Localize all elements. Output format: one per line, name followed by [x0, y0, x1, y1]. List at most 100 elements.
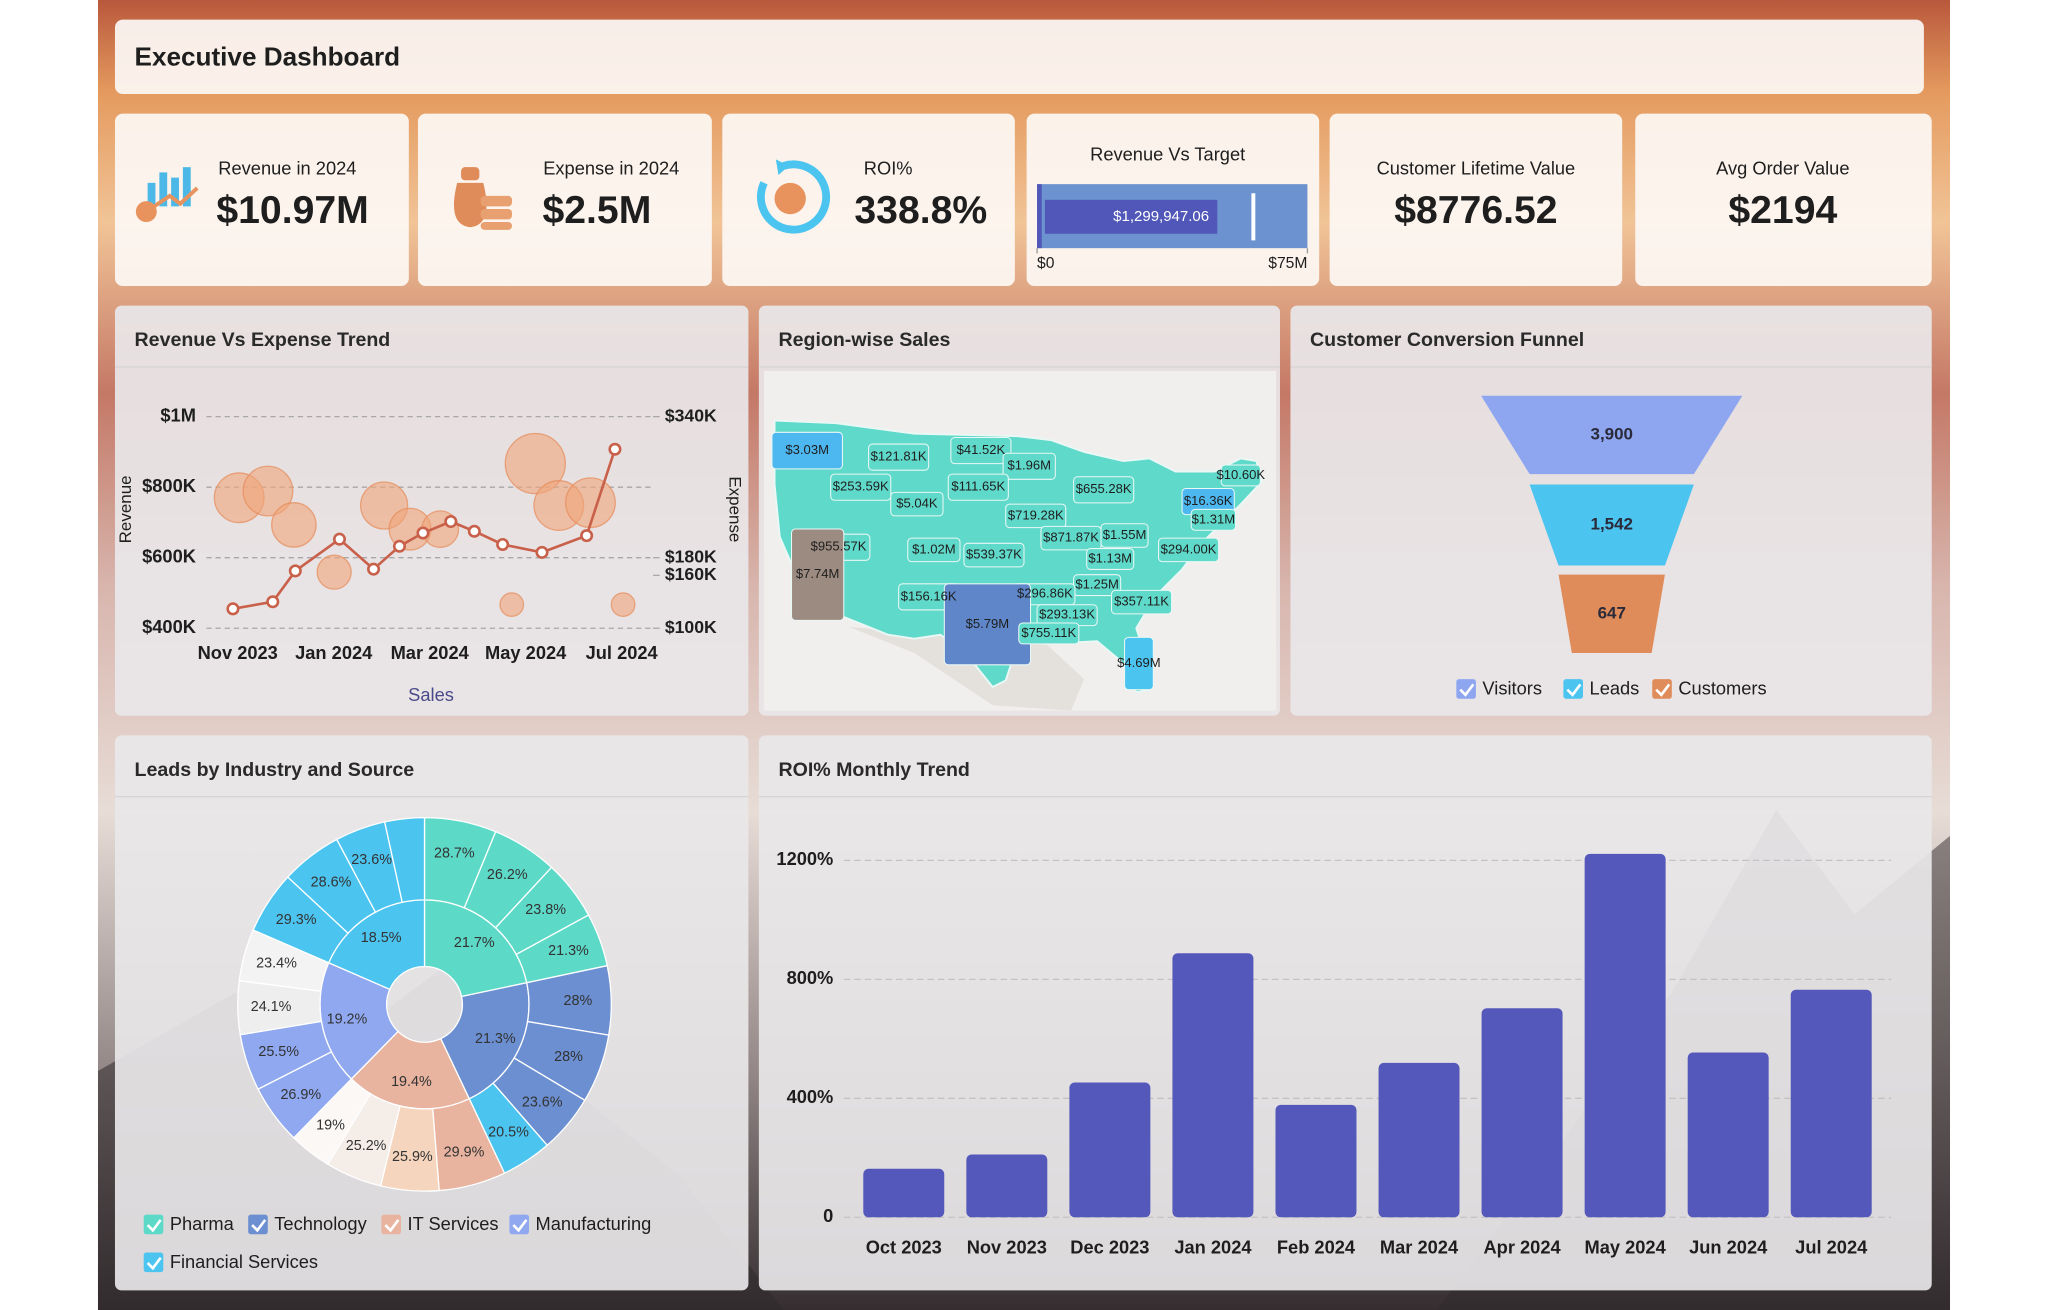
x-tick-label: Apr 2024 [1483, 1236, 1561, 1257]
region-label: $156.16K [901, 588, 957, 603]
bar [863, 1168, 945, 1218]
outer-label: 24.1% [251, 999, 292, 1015]
outer-label: 26.9% [280, 1087, 321, 1103]
line-marker [444, 515, 458, 529]
region [1005, 503, 1067, 529]
gauge-chip [1044, 199, 1218, 234]
inner-label: 19.2% [327, 1011, 368, 1027]
outer-label: 23.8% [525, 902, 566, 918]
expense-icon [453, 167, 513, 230]
region-label: $293.13K [1039, 607, 1095, 622]
kpi-label: Expense in 2024 [543, 158, 679, 179]
legend-swatch [381, 1214, 401, 1235]
region [771, 431, 843, 470]
region [1190, 508, 1237, 531]
region-label: $294.00K [1161, 541, 1217, 556]
y2-tick-label: $340K [665, 405, 717, 425]
region-label: $1.31M [1192, 511, 1236, 526]
region [1073, 476, 1135, 504]
line-marker [535, 545, 549, 559]
region-label: $655.28K [1076, 481, 1132, 496]
region [963, 542, 1025, 568]
gauge-value-label: $1,299,947.06 [1113, 208, 1209, 225]
region-label: $41.52K [957, 442, 1006, 457]
x-axis-title: Sales [408, 684, 454, 705]
region-label: $4.69M [1117, 655, 1161, 670]
line-marker [608, 442, 622, 456]
region-label: $539.37K [966, 547, 1022, 562]
panel-title: Customer Conversion Funnel [1310, 329, 1584, 351]
line-marker [226, 602, 240, 616]
outer-label: 28.6% [311, 874, 352, 890]
region [790, 528, 845, 621]
x-tick-label: Nov 2023 [967, 1236, 1047, 1257]
outer-label: 19% [316, 1117, 345, 1133]
line-marker [392, 539, 406, 553]
outer-label: 23.4% [256, 955, 297, 971]
gauge-title: Revenue Vs Target [1090, 143, 1245, 164]
region [1002, 452, 1056, 480]
legend-check [251, 1219, 267, 1233]
gauge-tick-label: $0 [1037, 255, 1055, 272]
x-tick-label: Jan 2024 [1174, 1236, 1252, 1257]
x-tick-label: Jul 2024 [1795, 1236, 1868, 1257]
legend-label: IT Services [408, 1213, 499, 1234]
x-tick-label: Jan 2024 [295, 642, 373, 663]
funnel-segment [1529, 484, 1694, 566]
panel-title: Leads by Industry and Source [135, 759, 415, 781]
x-tick-label: May 2024 [485, 642, 567, 663]
line-marker [580, 529, 594, 543]
x-tick-label: Mar 2024 [391, 642, 470, 663]
inner-label: 21.7% [454, 935, 495, 951]
y-tick-label: 0 [823, 1205, 833, 1226]
kpi-value: $2.5M [542, 189, 651, 232]
legend-check [1566, 683, 1582, 697]
legend-check [512, 1219, 528, 1233]
region [1158, 537, 1220, 563]
outer-segment [383, 816, 426, 904]
y2-tick-label: $100K [665, 617, 717, 637]
panel-dividers [114, 366, 1932, 798]
y-tick-label: $400K [142, 616, 197, 637]
legend-label: Technology [274, 1213, 367, 1234]
region-label: $5.79M [966, 616, 1010, 631]
legend-check [146, 1256, 162, 1271]
y2-tick-label: $180K [665, 546, 717, 566]
x-tick-label: Jun 2024 [1689, 1236, 1768, 1257]
region-label: $10.60K [1217, 467, 1266, 482]
gauge-value [1037, 184, 1042, 249]
x-tick-label: Dec 2023 [1070, 1236, 1149, 1257]
panel [114, 305, 749, 716]
panel-title: ROI% Monthly Trend [778, 759, 969, 781]
funnel-segment [1558, 574, 1665, 654]
x-tick-label: Mar 2024 [1380, 1236, 1459, 1257]
bar [1069, 1082, 1151, 1218]
header-title: Executive Dashboard [135, 42, 401, 72]
kpi-label: ROI% [864, 158, 913, 179]
legend-swatch [1563, 679, 1584, 699]
outer-label: 25.2% [346, 1138, 387, 1154]
legend-label: Leads [1590, 677, 1640, 698]
region-label: $871.87K [1043, 530, 1099, 545]
legend-label: Manufacturing [536, 1213, 652, 1234]
outer-label: 28% [554, 1049, 583, 1065]
legend-label: Financial Services [170, 1251, 318, 1272]
kpi-value: $8776.52 [1394, 189, 1557, 232]
legend-label: Pharma [170, 1213, 235, 1234]
kpi-label: Customer Lifetime Value [1377, 158, 1576, 179]
region [830, 473, 892, 501]
y-tick-label: $600K [142, 546, 197, 567]
region [1100, 523, 1149, 548]
outer-label: 26.2% [487, 867, 528, 883]
kpi-card [1329, 113, 1623, 287]
bubble [504, 432, 566, 495]
line-marker [332, 532, 347, 546]
region-label: $755.11K [1021, 625, 1076, 640]
region [890, 491, 944, 517]
legend-swatch [143, 1214, 164, 1235]
outer-label: 25.5% [258, 1044, 299, 1060]
funnel-segment [1481, 395, 1743, 475]
bar [1481, 1008, 1563, 1218]
